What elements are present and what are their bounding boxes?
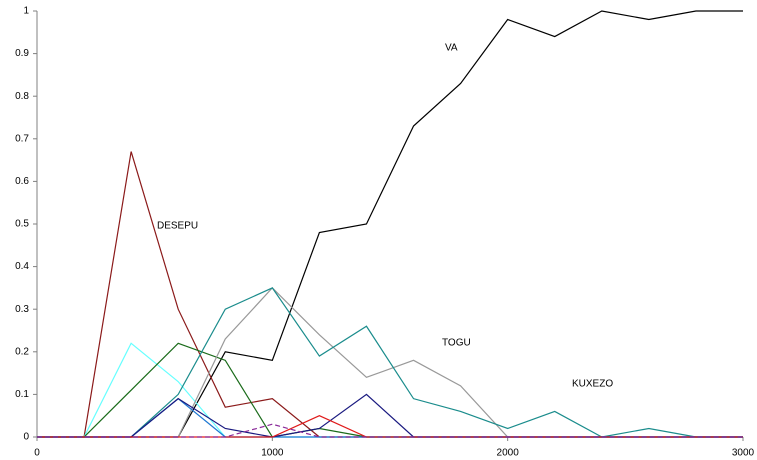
- series-label: TOGU: [442, 338, 471, 349]
- series-label: VA: [445, 43, 458, 54]
- line-series: [37, 342, 743, 438]
- y-tick-label: 0.5: [15, 219, 29, 230]
- y-tick-label: 0.3: [15, 304, 29, 315]
- series-label: DESEPU: [157, 221, 198, 232]
- x-tick-label: 3000: [732, 448, 755, 459]
- y-tick-label: 0.8: [15, 91, 29, 102]
- y-tick-label: 0.4: [15, 261, 29, 272]
- y-tick-label: 0: [23, 432, 29, 443]
- y-tick-label: 0.9: [15, 48, 29, 59]
- line-series: [37, 287, 743, 438]
- y-tick-label: 0.7: [15, 133, 29, 144]
- series-label: KUXEZO: [572, 379, 613, 390]
- x-tick-label: 2000: [497, 448, 520, 459]
- y-tick-label: 0.2: [15, 346, 29, 357]
- y-tick-label: 0.1: [15, 389, 29, 400]
- y-tick-label: 1: [23, 6, 29, 17]
- line-series: [37, 151, 743, 438]
- line-series: [37, 342, 743, 438]
- line-series: [37, 10, 743, 438]
- x-tick-label: 1000: [261, 448, 284, 459]
- x-tick-label: 0: [34, 448, 40, 459]
- y-tick-label: 0.6: [15, 176, 29, 187]
- line-series: [37, 397, 743, 438]
- line-series: [37, 423, 743, 438]
